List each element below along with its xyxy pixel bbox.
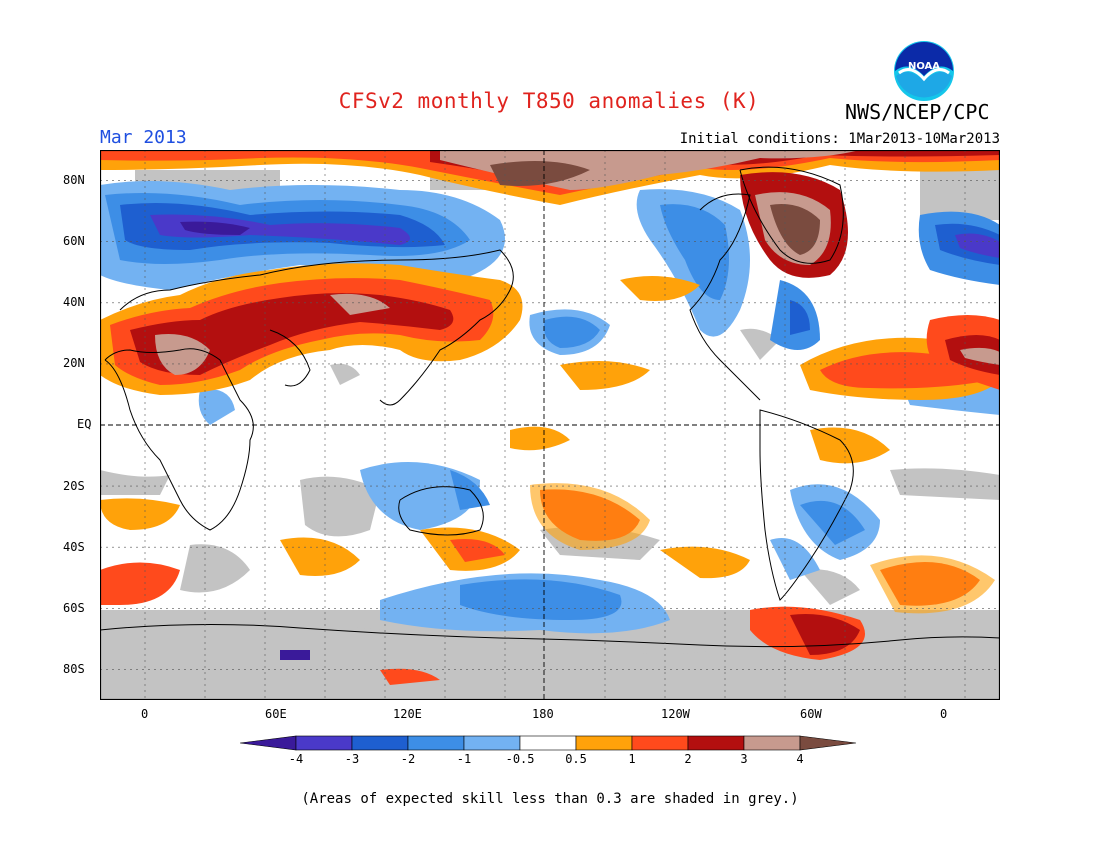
lat-lon-grid: [100, 150, 1000, 700]
colorbar-arrow-low: [240, 735, 297, 751]
colorbar-tick-label: -1: [456, 752, 472, 766]
logo-text: NOAA: [908, 61, 940, 72]
agency-label: NWS/NCEP/CPC: [845, 100, 990, 124]
forecast-month: Mar 2013: [100, 127, 187, 148]
coastlines: [100, 166, 1000, 648]
positive-anomalies: [100, 150, 1000, 685]
colorbar: [240, 735, 857, 751]
lat-label: 40N: [63, 295, 85, 309]
colorbar-arrow-high: [799, 735, 857, 751]
colorbar-swatch: [351, 735, 409, 751]
equator-dateline: [100, 150, 1000, 700]
colorbar-swatch: [463, 735, 521, 751]
lat-label: 20S: [63, 479, 85, 493]
colorbar-swatch: [295, 735, 353, 751]
negative-anomalies: [100, 181, 1000, 660]
colorbar-swatch: [519, 735, 577, 751]
lat-label: 80N: [63, 173, 85, 187]
anomaly-map: [100, 150, 1000, 700]
colorbar-swatch: [687, 735, 745, 751]
initial-conditions: Initial conditions: 1Mar2013-10Mar2013: [679, 131, 1000, 147]
colorbar-swatch: [575, 735, 633, 751]
colorbar-tick-label: 0.5: [565, 752, 587, 766]
lat-label: 60S: [63, 601, 85, 615]
colorbar-tick-label: -4: [288, 752, 304, 766]
colorbar-tick-label: -3: [344, 752, 360, 766]
lon-label: 0: [141, 707, 149, 721]
colorbar-tick-label: 3: [740, 752, 748, 766]
colorbar-swatch: [743, 735, 801, 751]
colorbar-swatch: [631, 735, 689, 751]
noaa-logo: NOAA: [894, 41, 954, 101]
figure-title: CFSv2 monthly T850 anomalies (K): [338, 89, 760, 113]
colorbar-swatch: [407, 735, 465, 751]
lat-label: 80S: [63, 662, 85, 676]
lat-label: EQ: [77, 417, 92, 431]
lon-label: 60E: [265, 707, 287, 721]
colorbar-tick-label: -0.5: [505, 752, 535, 766]
lat-label: 40S: [63, 540, 85, 554]
colorbar-tick-label: -2: [400, 752, 416, 766]
colorbar-tick-label: 1: [628, 752, 636, 766]
lon-label: 120W: [661, 707, 690, 721]
lat-label: 20N: [63, 356, 85, 370]
skill-note: (Areas of expected skill less than 0.3 a…: [301, 791, 799, 807]
lat-label: 60N: [63, 234, 85, 248]
lon-label: 60W: [800, 707, 822, 721]
colorbar-tick-label: 2: [684, 752, 692, 766]
lon-label: 120E: [393, 707, 422, 721]
lon-label: 0: [940, 707, 948, 721]
lon-label: 180: [532, 707, 554, 721]
colorbar-tick-label: 4: [796, 752, 804, 766]
